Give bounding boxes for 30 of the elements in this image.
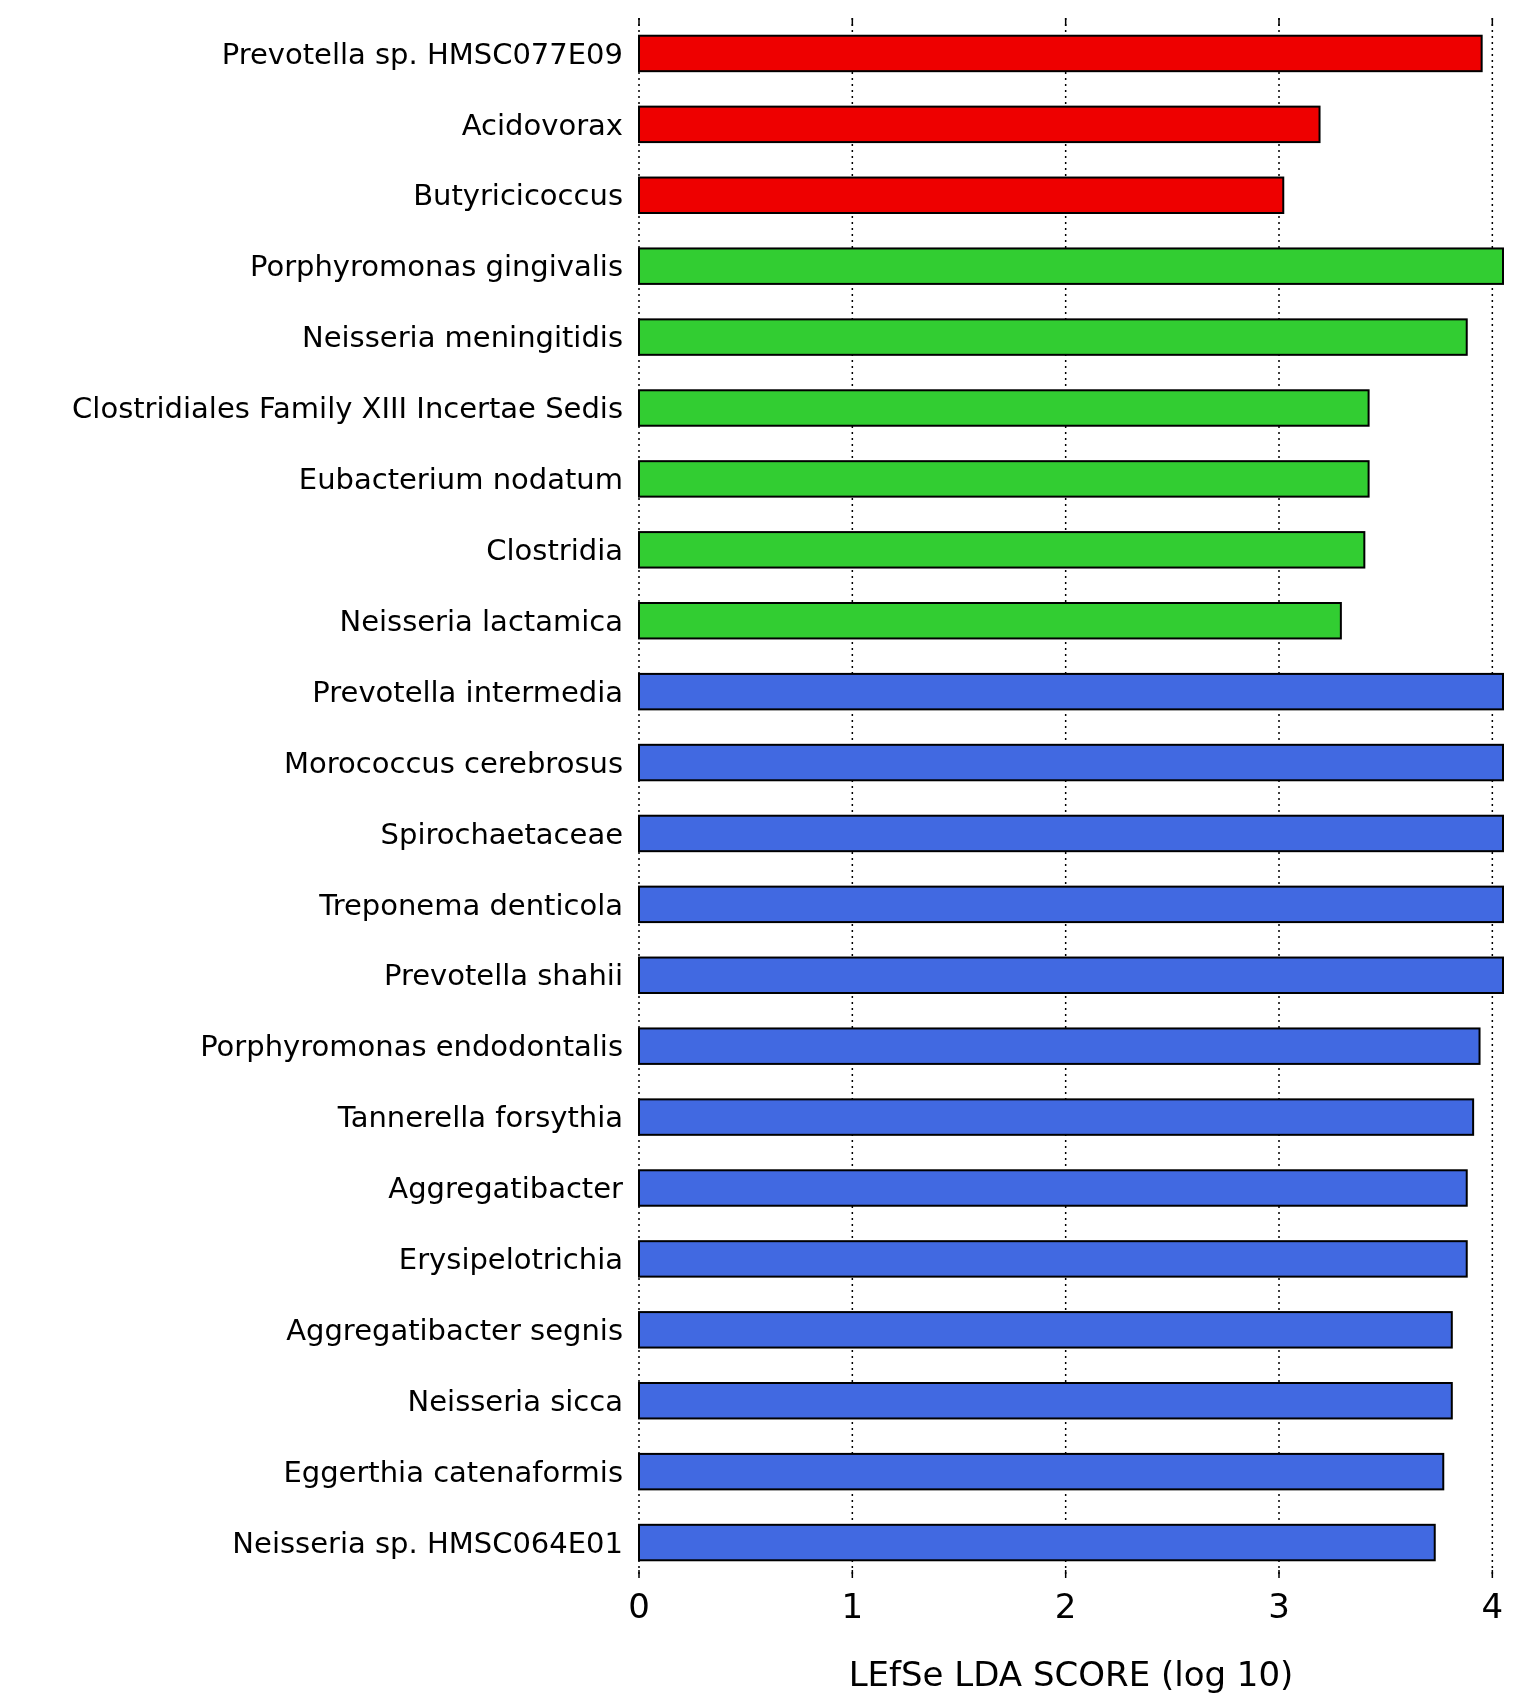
y-tick-label: Prevotella sp. HMSC077E09 bbox=[221, 36, 623, 71]
y-tick-label: Neisseria lactamica bbox=[339, 603, 623, 638]
x-tick-label: 1 bbox=[841, 1586, 864, 1626]
x-tick-label: 0 bbox=[628, 1586, 650, 1626]
y-tick-label: Erysipelotrichia bbox=[398, 1242, 623, 1277]
y-tick-label: Acidovorax bbox=[461, 107, 623, 142]
y-tick-label: Clostridia bbox=[486, 532, 623, 567]
y-tick-label: Prevotella intermedia bbox=[312, 674, 623, 709]
y-tick-label: Neisseria sp. HMSC064E01 bbox=[232, 1525, 623, 1560]
y-tick-label: Treponema denticola bbox=[318, 887, 623, 922]
y-tick-label: Aggregatibacter segnis bbox=[286, 1312, 623, 1347]
y-tick-label: Porphyromonas endodontalis bbox=[200, 1029, 623, 1064]
x-tick-label: 3 bbox=[1268, 1586, 1290, 1626]
y-tick-label: Clostridiales Family XIII Incertae Sedis bbox=[72, 391, 623, 426]
x-tick-label: 2 bbox=[1054, 1586, 1077, 1626]
y-tick-label: Spirochaetaceae bbox=[380, 816, 623, 851]
bar bbox=[638, 318, 1468, 356]
y-tick-label: Porphyromonas gingivalis bbox=[249, 249, 623, 284]
bar bbox=[638, 1098, 1475, 1136]
y-tick-label: Tannerella forsythia bbox=[336, 1100, 623, 1135]
y-tick-label: Neisseria meningitidis bbox=[302, 320, 623, 355]
y-tick-label: Aggregatibacter bbox=[388, 1171, 624, 1206]
x-axis-title: LEfSe LDA SCORE (log 10) bbox=[848, 1654, 1294, 1694]
y-tick-label: Morococcus cerebrosus bbox=[283, 745, 623, 780]
y-tick-label: Eggerthia catenaformis bbox=[283, 1454, 623, 1489]
x-tick-label: 4 bbox=[1481, 1586, 1504, 1626]
y-tick-label: Prevotella shahii bbox=[383, 958, 623, 993]
y-tick-label: Neisseria sicca bbox=[407, 1383, 623, 1418]
y-tick-label: Eubacterium nodatum bbox=[298, 462, 623, 497]
y-tick-label: Butyricicoccus bbox=[413, 178, 623, 213]
